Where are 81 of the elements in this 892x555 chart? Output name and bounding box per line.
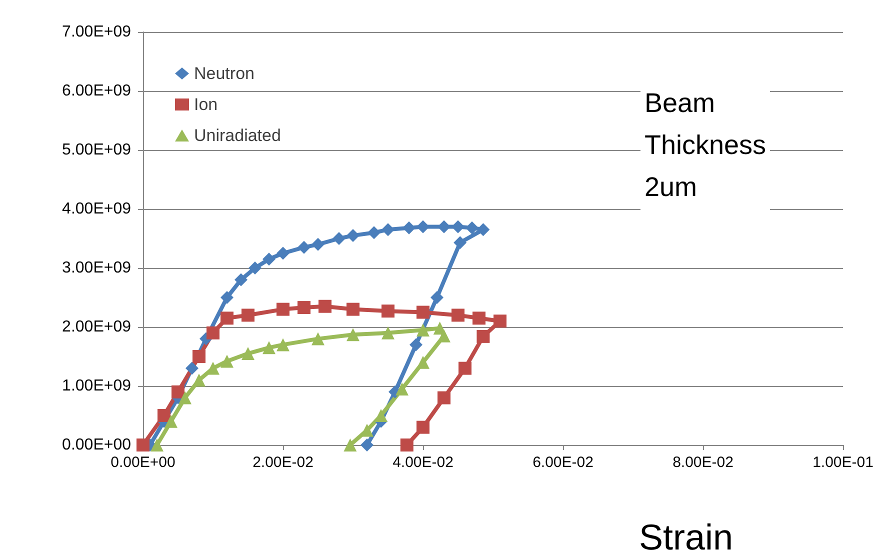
x-tick-label: 4.00E-02 <box>392 454 454 471</box>
x-tick-label: 6.00E-02 <box>532 454 594 471</box>
point <box>410 338 422 352</box>
point <box>438 220 450 234</box>
point <box>416 323 430 336</box>
point <box>262 252 276 266</box>
point <box>164 414 178 428</box>
y-tick-label: 6.00E+09 <box>62 82 132 100</box>
point <box>396 382 408 396</box>
x-tick-label: 1.00E-01 <box>812 454 874 471</box>
point <box>242 308 254 322</box>
point <box>416 356 430 369</box>
point <box>344 438 357 452</box>
x-tick-label: 2.00E-02 <box>252 454 314 471</box>
point <box>360 438 374 452</box>
x-tick-label: 0.00E+00 <box>110 454 176 471</box>
point <box>416 420 430 434</box>
y-tick-label: 0.00E+00 <box>62 436 132 454</box>
point <box>476 330 490 343</box>
point <box>276 338 290 352</box>
point <box>368 226 380 240</box>
point <box>400 438 414 452</box>
point <box>346 302 360 316</box>
point <box>416 306 430 319</box>
y-tick-label: 7.00E+09 <box>62 24 132 40</box>
point <box>382 223 394 236</box>
point <box>458 362 472 375</box>
point <box>298 301 310 314</box>
y-tick-label: 4.00E+09 <box>62 200 132 218</box>
point <box>262 341 276 354</box>
point <box>242 347 254 360</box>
legend-label: Uniradiated <box>194 126 281 145</box>
point <box>186 362 198 375</box>
point <box>454 236 467 250</box>
point <box>318 300 332 313</box>
point <box>346 328 360 342</box>
point <box>402 221 416 234</box>
point <box>206 326 220 340</box>
point <box>494 314 506 328</box>
point <box>476 223 490 236</box>
point <box>438 329 450 342</box>
point <box>150 438 164 452</box>
point <box>346 229 360 242</box>
y-tick-label: 2.00E+09 <box>62 318 132 336</box>
x-axis-title: Strain <box>638 516 733 555</box>
y-tick-label: 3.00E+09 <box>62 260 132 276</box>
point <box>466 221 478 234</box>
point <box>192 374 206 387</box>
point <box>430 291 444 304</box>
x-tick-label: 8.00E-02 <box>672 454 734 471</box>
point <box>416 220 430 234</box>
point <box>234 273 248 286</box>
point <box>220 291 234 304</box>
point <box>472 312 486 325</box>
point <box>220 354 234 368</box>
point <box>312 332 324 346</box>
y-tick-label: 1.00E+09 <box>62 378 132 394</box>
legend-label: Neutron <box>194 64 254 83</box>
point <box>248 262 262 274</box>
annotation: Beam Thickness 2um <box>644 88 766 202</box>
point <box>452 308 464 322</box>
point <box>206 362 220 375</box>
point <box>178 391 192 404</box>
point <box>220 312 234 325</box>
point <box>360 424 374 437</box>
point <box>332 232 346 245</box>
point <box>276 246 290 260</box>
point <box>298 240 310 254</box>
legend-label: Ion <box>194 95 218 114</box>
point <box>382 304 394 318</box>
point <box>374 409 388 422</box>
point <box>136 438 150 452</box>
y-tick-label: 5.00E+09 <box>62 142 132 158</box>
point <box>452 220 464 234</box>
point <box>172 385 184 398</box>
point <box>158 409 170 422</box>
point <box>382 326 394 340</box>
point <box>192 350 206 363</box>
point <box>438 391 450 404</box>
point <box>312 238 324 251</box>
point <box>276 302 290 316</box>
